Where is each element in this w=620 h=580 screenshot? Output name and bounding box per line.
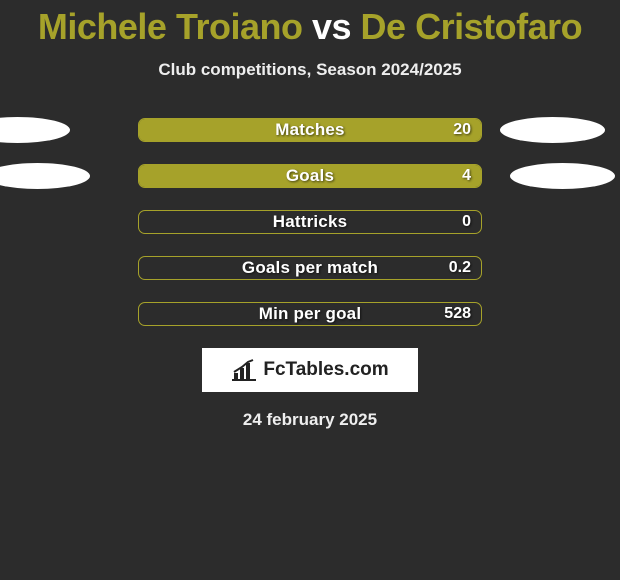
bar-chart-icon xyxy=(231,359,257,381)
player1-name: Michele Troiano xyxy=(38,6,303,47)
stat-label: Goals per match xyxy=(139,257,481,279)
stat-row: Goals4 xyxy=(0,164,620,188)
stat-bar: Goals per match0.2 xyxy=(138,256,482,280)
left-ellipse xyxy=(0,163,90,189)
logo-text: FcTables.com xyxy=(263,359,388,381)
stat-row: Hattricks0 xyxy=(0,210,620,234)
stat-bar: Goals4 xyxy=(138,164,482,188)
player2-name: De Cristofaro xyxy=(361,6,583,47)
stat-value: 0.2 xyxy=(449,257,471,279)
stat-bar: Min per goal528 xyxy=(138,302,482,326)
stat-value: 4 xyxy=(462,165,471,187)
stat-bar: Hattricks0 xyxy=(138,210,482,234)
right-ellipse xyxy=(510,163,615,189)
stat-label: Matches xyxy=(139,119,481,141)
fctables-logo[interactable]: FcTables.com xyxy=(202,348,418,392)
season-subtitle: Club competitions, Season 2024/2025 xyxy=(0,60,620,80)
vs-separator: vs xyxy=(312,6,351,47)
stat-label: Goals xyxy=(139,165,481,187)
stat-value: 20 xyxy=(453,119,471,141)
stat-label: Min per goal xyxy=(139,303,481,325)
stat-row: Matches20 xyxy=(0,118,620,142)
stat-bar: Matches20 xyxy=(138,118,482,142)
stat-value: 0 xyxy=(462,211,471,233)
stat-value: 528 xyxy=(444,303,471,325)
snapshot-date: 24 february 2025 xyxy=(0,410,620,430)
right-ellipse xyxy=(500,117,605,143)
stat-row: Min per goal528 xyxy=(0,302,620,326)
stat-row: Goals per match0.2 xyxy=(0,256,620,280)
comparison-title: Michele Troiano vs De Cristofaro xyxy=(0,0,620,48)
left-ellipse xyxy=(0,117,70,143)
stats-rows: Matches20 Goals4 Hattricks0 Goals per match… xyxy=(0,118,620,326)
stat-label: Hattricks xyxy=(139,211,481,233)
